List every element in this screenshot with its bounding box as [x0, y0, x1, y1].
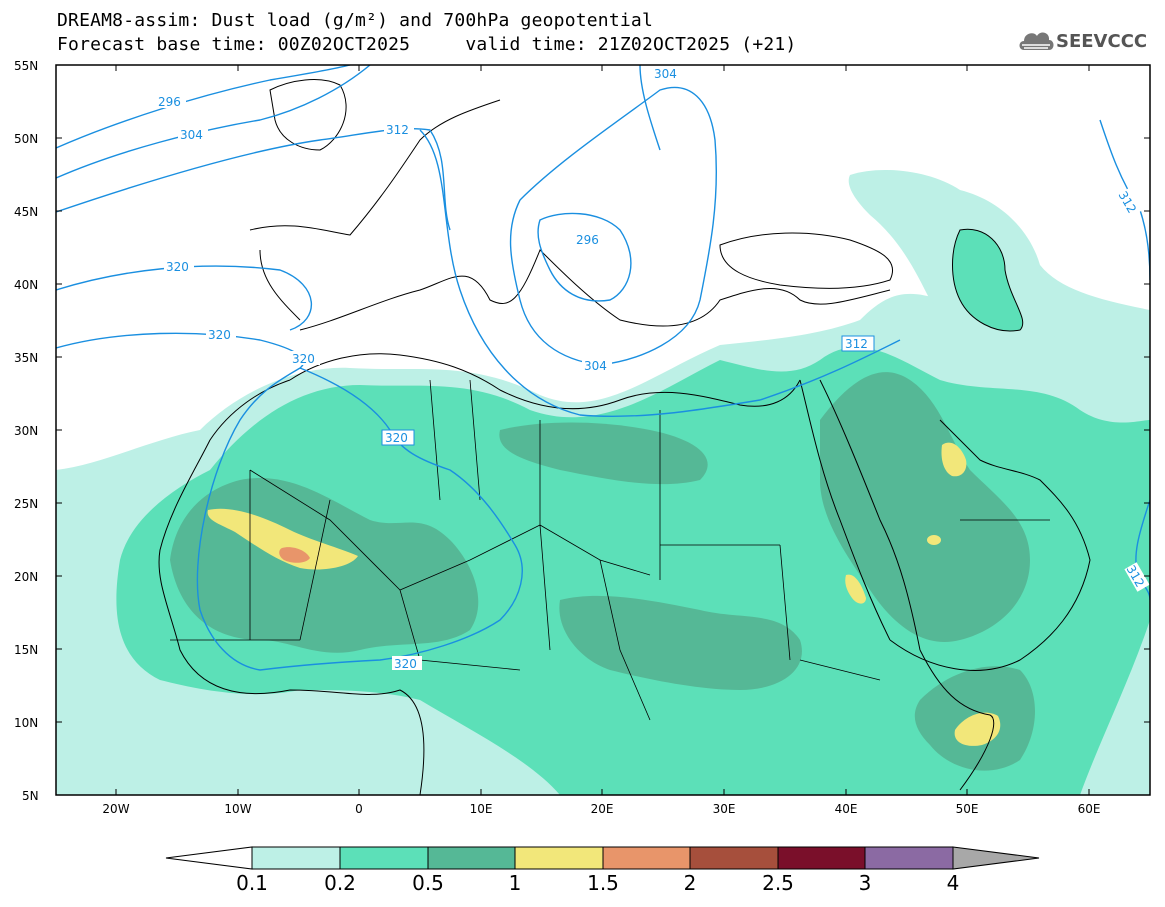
seevccc-logo: SEEVCCC — [1016, 24, 1156, 58]
coastline-caspian — [952, 228, 1024, 332]
colorbar-swatch — [251, 846, 341, 870]
forecast-time-info: Forecast base time: 00Z02OCT2025 valid t… — [57, 34, 797, 55]
colorbar-swatch — [427, 846, 516, 870]
colorbar-arrow-low — [165, 846, 253, 870]
coastline-red-sea — [799, 379, 921, 651]
lat-label: 40N — [14, 278, 38, 292]
colorbar-swatch — [864, 846, 954, 870]
lat-label: 35N — [14, 351, 38, 365]
contour-320-west — [56, 265, 313, 331]
contour-label: 304 — [654, 67, 677, 81]
contour-304-center — [419, 129, 901, 417]
lon-label: 30E — [713, 802, 736, 816]
colorbar-swatch — [777, 846, 866, 870]
lat-label: 30N — [14, 424, 38, 438]
lon-label: 20W — [102, 802, 129, 816]
lon-label: 0 — [355, 802, 363, 816]
contour-label: 320 — [385, 431, 408, 445]
lat-label: 45N — [14, 205, 38, 219]
contour-label: 304 — [180, 128, 203, 142]
dust-band-1 — [207, 508, 358, 570]
contour-296-west — [56, 65, 351, 149]
cloud-icon — [1019, 32, 1054, 50]
dust-layer — [56, 170, 1150, 795]
contour-label: 296 — [576, 233, 599, 247]
coastlines — [158, 79, 1091, 795]
coastline-horn-africa — [919, 649, 995, 791]
lat-label: 5N — [22, 789, 39, 803]
lat-label: 10N — [14, 716, 38, 730]
dust-band-1.5 — [279, 547, 310, 563]
lon-label: 10W — [224, 802, 251, 816]
contour-312-west — [56, 127, 451, 231]
dust-band-0.5-libya — [499, 422, 708, 485]
lon-label: 40E — [835, 802, 858, 816]
colorbar-arrow-high — [952, 846, 1040, 870]
longitude-axis: 20W 10W 0 10E 20E 30E 40E 50E 60E — [102, 65, 1100, 816]
colorbar-label: 1.5 — [587, 871, 619, 895]
contour-label: 312 — [845, 337, 868, 351]
coastline-europe-west — [249, 99, 501, 321]
colorbar-label: 2 — [683, 871, 697, 895]
coastline-british-isles — [269, 79, 347, 151]
colorbar-label: 1 — [508, 871, 522, 895]
dust-band-1-somalia — [954, 712, 1001, 746]
coastline-arabia — [889, 419, 1091, 671]
colorbar-label: 0.1 — [236, 871, 268, 895]
coastline-black-sea — [719, 232, 893, 289]
latitude-axis: 55N 50N 45N 40N 35N 30N 25N 20N 15N 10N … — [14, 59, 1150, 803]
contour-304-low — [509, 86, 717, 366]
contour-304-ne — [639, 65, 661, 151]
lon-label: 50E — [956, 802, 979, 816]
contour-296-low — [537, 212, 632, 302]
contour-label: 296 — [158, 95, 181, 109]
coastline-europe-south — [299, 249, 891, 331]
dust-band-1-spot — [927, 535, 941, 545]
colorbar — [165, 846, 1040, 870]
colorbar-label: 0.5 — [412, 871, 444, 895]
contour-label: 312 — [386, 123, 409, 137]
contour-label: 320 — [208, 328, 231, 342]
colorbar-swatch — [339, 846, 429, 870]
lat-label: 50N — [14, 132, 38, 146]
lat-label: 15N — [14, 643, 38, 657]
lon-label: 10E — [470, 802, 493, 816]
contour-320-sahara — [196, 367, 523, 671]
contour-label: 320 — [166, 260, 189, 274]
dust-band-1-eritrea — [845, 574, 866, 604]
lat-label: 20N — [14, 570, 38, 584]
lat-label: 55N — [14, 59, 38, 73]
colorbar-swatch — [602, 846, 691, 870]
colorbar-label: 2.5 — [762, 871, 794, 895]
colorbar-swatch — [689, 846, 779, 870]
colorbar-label: 4 — [946, 871, 960, 895]
coastline-mediterranean — [289, 353, 801, 410]
contour-label: 304 — [584, 359, 607, 373]
lat-label: 25N — [14, 497, 38, 511]
map-title: DREAM8-assim: Dust load (g/m²) and 700hP… — [57, 10, 653, 31]
contour-304-west — [56, 65, 371, 179]
colorbar-swatch — [514, 846, 604, 870]
lon-label: 60E — [1078, 802, 1101, 816]
dust-band-0.5-east — [820, 372, 1030, 642]
border-lines — [170, 379, 1050, 721]
contour-label: 320 — [394, 657, 417, 671]
logo-text: SEEVCCC — [1056, 31, 1148, 52]
dust-band-1-arabia — [941, 442, 967, 477]
colorbar-label: 3 — [858, 871, 872, 895]
lon-label: 20E — [591, 802, 614, 816]
dust-band-0.2-caspian — [952, 229, 1023, 331]
colorbar-label: 0.2 — [324, 871, 356, 895]
dust-band-0.5-center — [559, 595, 802, 690]
contour-label: 320 — [292, 352, 315, 366]
coastline-africa-west — [158, 379, 425, 795]
